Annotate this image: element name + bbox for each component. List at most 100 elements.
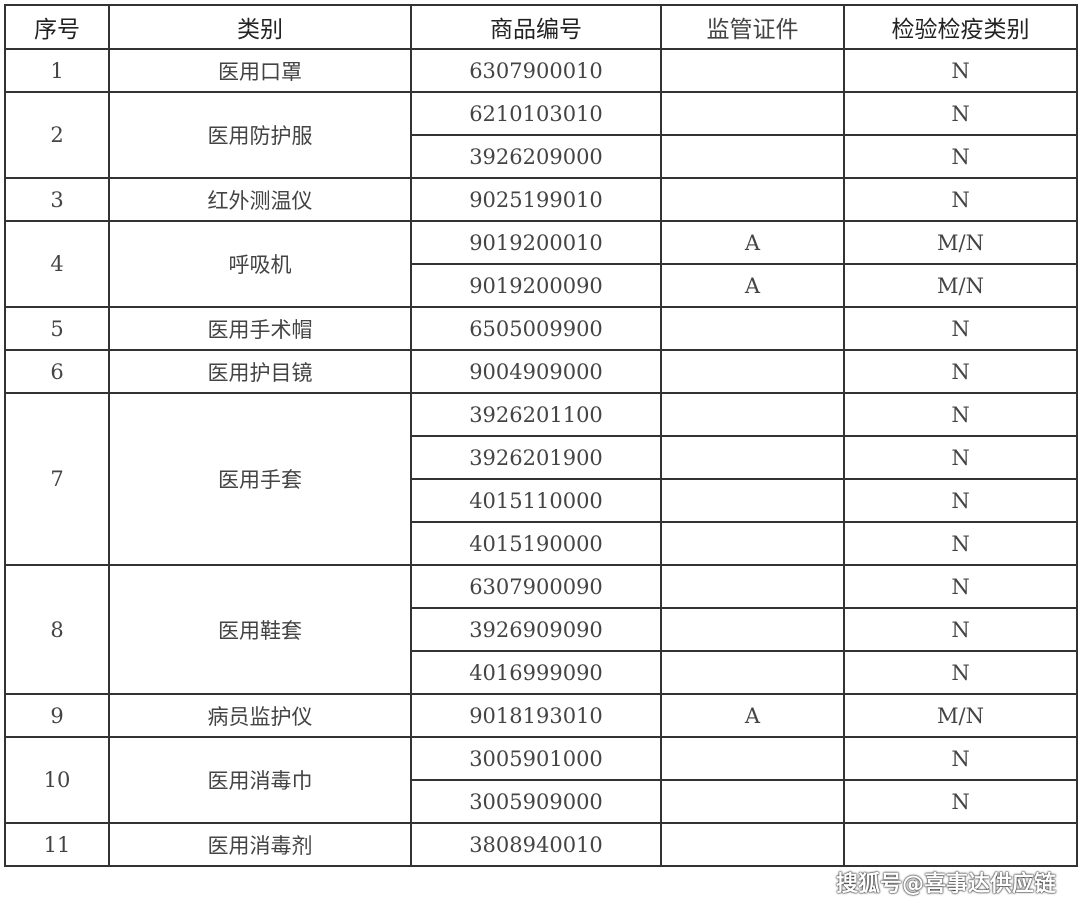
table-row: 9019200090 A M/N — [5, 263, 1078, 308]
product-table: 序号 类别 商品编号 监管证件 检验检疫类别 1 医用口罩 6307900010 N 2… — [4, 4, 1078, 867]
header-category: 类别 — [108, 4, 412, 50]
header-seq: 序号 — [4, 4, 110, 50]
cert-cell — [660, 134, 845, 179]
code-cell: 3926201100 — [410, 392, 662, 437]
code-cell: 3926201900 — [410, 435, 662, 480]
ciq-cell: N — [843, 392, 1078, 437]
code-cell: 4015190000 — [410, 521, 662, 566]
ciq-cell: N — [843, 91, 1078, 136]
header-ciq: 检验检疫类别 — [843, 4, 1078, 50]
table-row: 8 医用鞋套 6307900090 N — [4, 564, 1078, 695]
ciq-cell: N — [843, 306, 1078, 351]
code-cell: 6307900090 — [410, 564, 662, 609]
code-cell: 3005909000 — [410, 779, 662, 824]
seq-cell: 4 — [4, 220, 110, 308]
table-row: 3926209000 N — [5, 134, 1078, 179]
ciq-cell: N — [843, 435, 1078, 480]
table-row: 6 医用护目镜 9004909000 N — [4, 349, 1078, 394]
table-row: 4015190000 N — [5, 521, 1078, 566]
category-cell: 医用护目镜 — [108, 349, 412, 394]
code-cell: 3005901000 — [410, 736, 662, 781]
cert-cell: A — [660, 263, 845, 308]
ciq-cell: N — [843, 521, 1078, 566]
seq-cell: 11 — [4, 822, 110, 867]
cert-cell — [660, 607, 845, 652]
code-cell: 9019200010 — [410, 220, 662, 265]
ciq-cell — [843, 822, 1078, 867]
code-cell: 9018193010 — [410, 693, 662, 738]
table-row: 2 医用防护服 6210103010 N — [4, 91, 1078, 179]
seq-cell: 7 — [4, 392, 110, 566]
ciq-cell: M/N — [843, 220, 1078, 265]
category-cell: 病员监护仪 — [108, 693, 412, 738]
category-cell: 医用消毒巾 — [108, 736, 412, 824]
cert-cell — [660, 521, 845, 566]
cert-cell — [660, 349, 845, 394]
cert-cell — [660, 392, 845, 437]
cert-cell — [660, 478, 845, 523]
code-cell: 6307900010 — [410, 48, 662, 93]
table-row: 1 医用口罩 6307900010 N — [4, 48, 1078, 93]
ciq-cell: N — [843, 134, 1078, 179]
cert-cell — [660, 736, 845, 781]
table-row: 5 医用手术帽 6505009900 N — [4, 306, 1078, 351]
table-row: 10 医用消毒巾 3005901000 N — [4, 736, 1078, 824]
category-cell: 医用鞋套 — [108, 564, 412, 695]
ciq-cell: M/N — [843, 693, 1078, 738]
seq-cell: 9 — [4, 693, 110, 738]
code-cell: 9025199010 — [410, 177, 662, 222]
table-row: 4016999090 N — [5, 650, 1078, 695]
seq-cell: 2 — [4, 91, 110, 179]
cert-cell — [660, 564, 845, 609]
ciq-cell: N — [843, 564, 1078, 609]
ciq-cell: N — [843, 650, 1078, 695]
code-cell: 6210103010 — [410, 91, 662, 136]
cert-cell — [660, 306, 845, 351]
seq-cell: 3 — [4, 177, 110, 222]
watermark: 搜狐号@喜事达供应链 — [835, 872, 1056, 897]
table-row: 4015110000 N — [5, 478, 1078, 523]
table-row: 3005909000 N — [5, 779, 1078, 824]
category-cell: 呼吸机 — [108, 220, 412, 308]
table-body: 1 医用口罩 6307900010 N 2 医用防护服 6210103010 N 3926209… — [4, 48, 1078, 867]
cert-cell — [660, 48, 845, 93]
code-cell: 3926209000 — [410, 134, 662, 179]
seq-cell: 10 — [4, 736, 110, 824]
code-cell: 4015110000 — [410, 478, 662, 523]
code-cell: 9019200090 — [410, 263, 662, 308]
table-row: 9 病员监护仪 9018193010 A M/N — [4, 693, 1078, 738]
ciq-cell: N — [843, 779, 1078, 824]
ciq-cell: N — [843, 736, 1078, 781]
ciq-cell: N — [843, 349, 1078, 394]
cert-cell — [660, 779, 845, 824]
code-cell: 9004909000 — [410, 349, 662, 394]
cert-cell: A — [660, 693, 845, 738]
table-row: 11 医用消毒剂 3808940010 — [4, 822, 1078, 867]
table-row: 3 红外测温仪 9025199010 N — [4, 177, 1078, 222]
code-cell: 4016999090 — [410, 650, 662, 695]
seq-cell: 5 — [4, 306, 110, 351]
cert-cell — [660, 650, 845, 695]
category-cell: 医用消毒剂 — [108, 822, 412, 867]
seq-cell: 1 — [4, 48, 110, 93]
code-cell: 3808940010 — [410, 822, 662, 867]
ciq-cell: M/N — [843, 263, 1078, 308]
ciq-cell: N — [843, 177, 1078, 222]
seq-cell: 6 — [4, 349, 110, 394]
code-cell: 3926909090 — [410, 607, 662, 652]
category-cell: 红外测温仪 — [108, 177, 412, 222]
ciq-cell: N — [843, 478, 1078, 523]
cert-cell: A — [660, 220, 845, 265]
cert-cell — [660, 435, 845, 480]
category-cell: 医用手术帽 — [108, 306, 412, 351]
header-cert: 监管证件 — [660, 4, 845, 50]
category-cell: 医用防护服 — [108, 91, 412, 179]
seq-cell: 8 — [4, 564, 110, 695]
header-row: 序号 类别 商品编号 监管证件 检验检疫类别 — [4, 4, 1078, 50]
category-cell: 医用口罩 — [108, 48, 412, 93]
cert-cell — [660, 822, 845, 867]
table-row: 4 呼吸机 9019200010 A M/N — [4, 220, 1078, 308]
table-row: 7 医用手套 3926201100 N — [4, 392, 1078, 566]
ciq-cell: N — [843, 607, 1078, 652]
table-row: 3926201900 N — [5, 435, 1078, 480]
